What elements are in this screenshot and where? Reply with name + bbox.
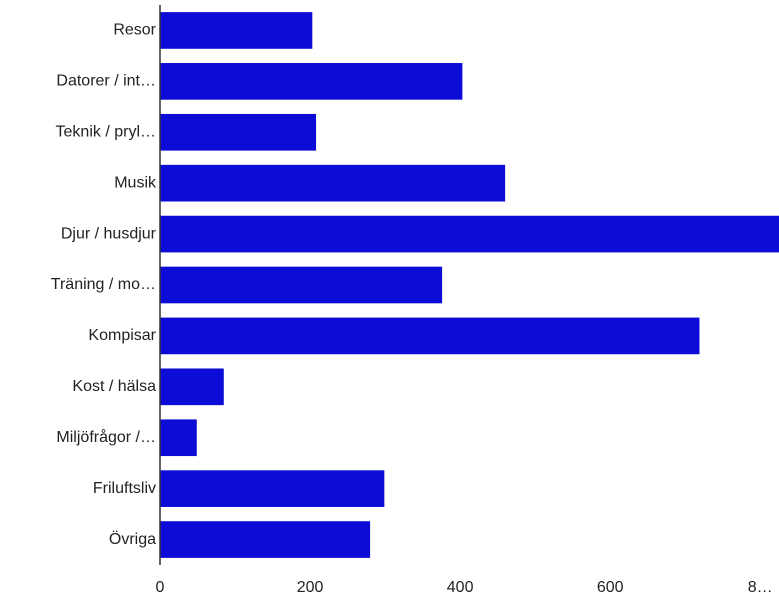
y-tick-label: Träning / mo… — [51, 276, 156, 293]
y-tick-label: Kompisar — [88, 327, 156, 344]
y-tick-label: Friluftsliv — [93, 480, 156, 497]
y-tick-label: Teknik / pryl… — [56, 123, 156, 140]
bar — [160, 470, 385, 507]
bar — [160, 164, 506, 202]
y-tick-label: Musik — [114, 174, 157, 191]
y-tick-label: Övriga — [109, 530, 156, 548]
bar — [160, 12, 313, 49]
bar — [160, 63, 463, 100]
x-tick-label: 200 — [297, 579, 324, 596]
x-tick-label: 0 — [156, 579, 165, 596]
bar — [160, 521, 371, 558]
y-tick-label: Miljöfrågor /… — [56, 428, 156, 446]
bar — [160, 266, 443, 304]
bar — [160, 113, 317, 151]
bar — [160, 368, 224, 406]
bar — [160, 317, 700, 355]
x-tick-label: 400 — [447, 579, 474, 596]
y-tick-label: Djur / husdjur — [61, 225, 157, 242]
y-tick-label: Datorer / int… — [56, 73, 156, 90]
bar — [160, 215, 779, 253]
x-tick-label: 600 — [597, 579, 624, 596]
x-tick-label: 8… — [748, 579, 773, 596]
y-tick-label: Resor — [113, 22, 156, 39]
bar — [160, 419, 197, 457]
y-tick-label: Kost / hälsa — [72, 378, 156, 395]
